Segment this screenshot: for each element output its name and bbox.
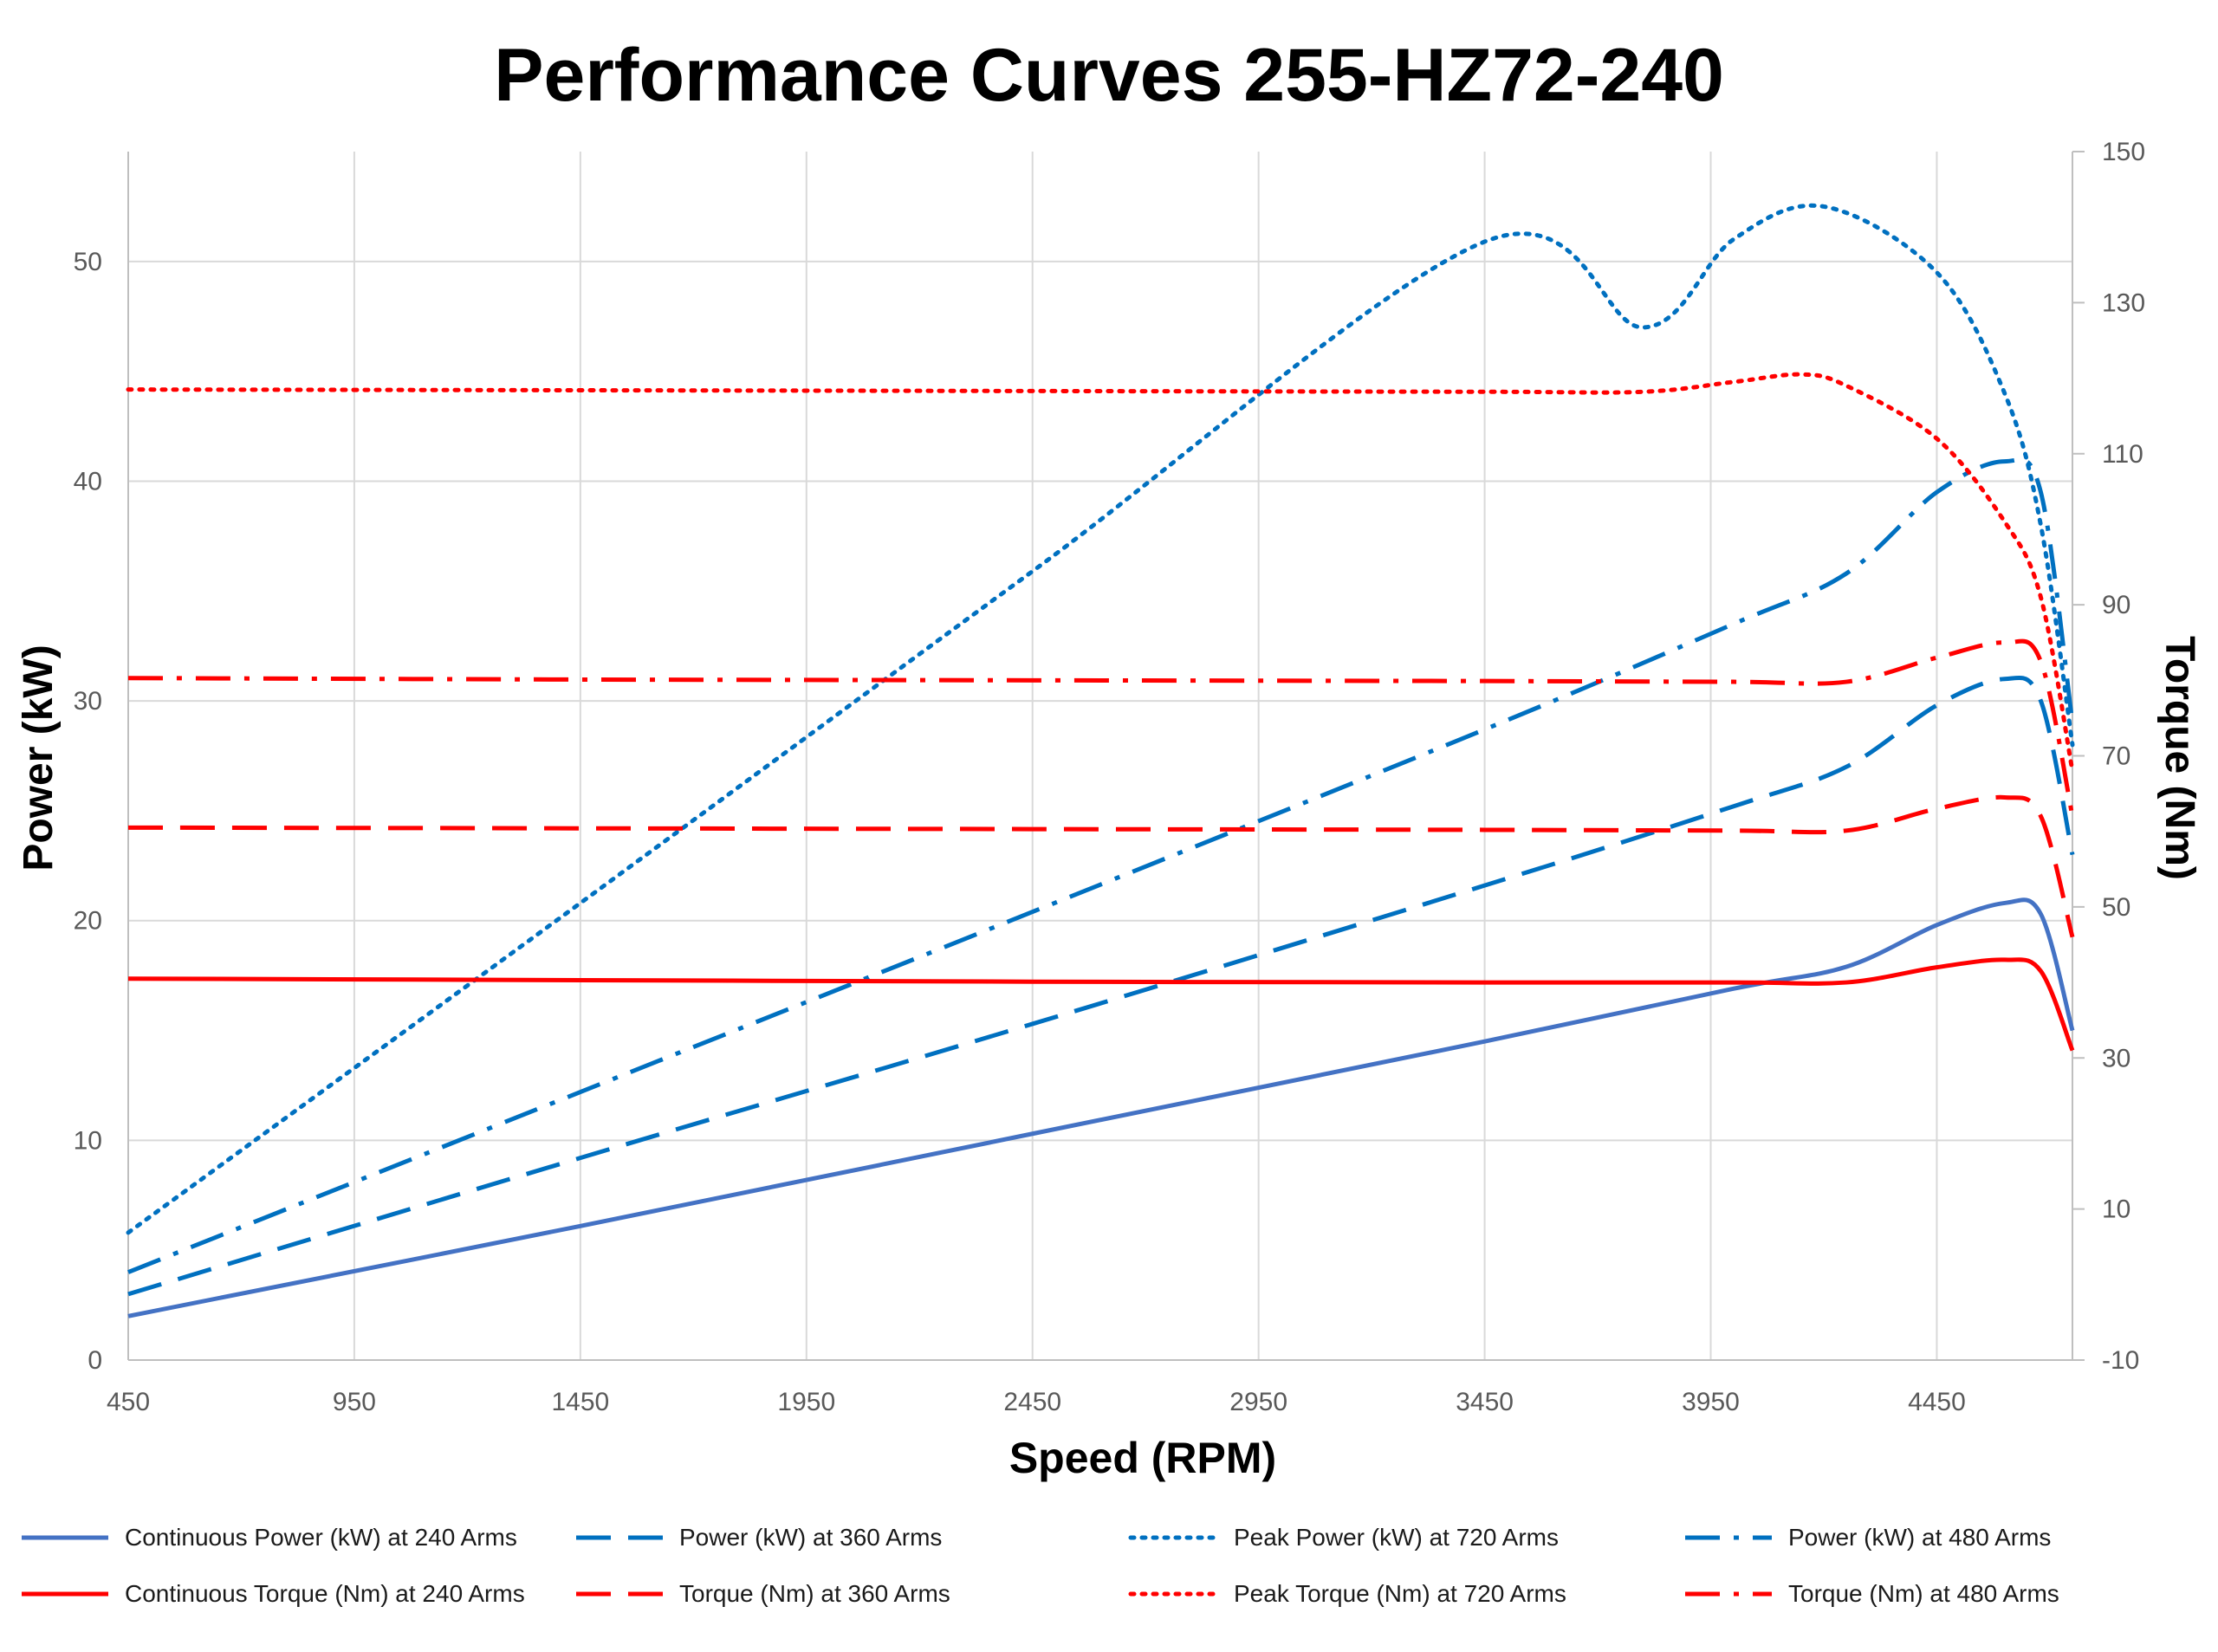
series-line-5	[127, 957, 2075, 1052]
legend-item: Power (kW) at 360 Arms	[572, 1516, 942, 1559]
legend-label: Continuous Power (kW) at 240 Arms	[125, 1524, 517, 1551]
legend-swatch	[576, 1535, 663, 1540]
x-axis-title: Speed (RPM)	[1009, 1434, 1276, 1482]
legend-item: Continuous Power (kW) at 240 Arms	[17, 1516, 517, 1559]
y-left-tick-label: 50	[74, 248, 102, 276]
y-right-tick-label: 30	[2102, 1044, 2130, 1072]
y-left-tick-label: 10	[74, 1126, 102, 1155]
series-line-7	[126, 372, 2075, 774]
y-right-tick-label: 70	[2102, 742, 2130, 771]
series-line-2	[127, 675, 2075, 1297]
legend-swatch	[1685, 1591, 1772, 1597]
legend-swatch	[576, 1591, 663, 1597]
axes: 450 950 1450 1950 2450 2950 3450 3950 4450 0 10 20 3…	[74, 138, 2145, 1416]
x-tick-label: 950	[333, 1388, 376, 1416]
series-lines	[126, 203, 2075, 1318]
legend-label: Continuous Torque (Nm) at 240 Arms	[125, 1580, 525, 1607]
series-line-4	[127, 457, 2075, 1274]
y-left-tick-label: 40	[74, 467, 102, 496]
y-axis-right-title: Torque (Nm)	[2156, 636, 2202, 880]
x-tick-label: 450	[107, 1388, 150, 1416]
y-right-tick-label: 110	[2102, 440, 2143, 469]
legend-swatch	[1685, 1535, 1772, 1540]
series-line-1	[127, 897, 2075, 1318]
grid	[127, 152, 2072, 1361]
legend-item: Torque (Nm) at 360 Arms	[572, 1572, 950, 1616]
y-right-tick-label: -10	[2102, 1346, 2139, 1375]
series-line-3	[126, 203, 2075, 1235]
y-left-tick-label: 20	[74, 907, 102, 936]
legend-item: Torque (Nm) at 480 Arms	[1681, 1572, 2059, 1616]
x-tick-label: 4450	[1908, 1388, 1966, 1416]
legend-swatch	[22, 1535, 108, 1540]
y-left-tick-label: 0	[88, 1346, 102, 1375]
x-tick-label: 1450	[551, 1388, 609, 1416]
x-tick-label: 2950	[1229, 1388, 1287, 1416]
legend-label: Power (kW) at 360 Arms	[679, 1524, 943, 1551]
legend-item: Peak Power (kW) at 720 Arms	[1126, 1516, 1559, 1559]
legend-swatch	[1128, 1535, 1220, 1540]
legend-label: Peak Torque (Nm) at 720 Arms	[1234, 1580, 1566, 1607]
legend-label: Torque (Nm) at 480 Arms	[1788, 1580, 2059, 1607]
x-tick-label: 3450	[1456, 1388, 1514, 1416]
y-right-tick-label: 10	[2102, 1195, 2130, 1224]
legend-item: Continuous Torque (Nm) at 240 Arms	[17, 1572, 525, 1616]
x-tick-label: 1950	[777, 1388, 835, 1416]
y-left-tick-label: 30	[74, 687, 102, 716]
legend-label: Power (kW) at 480 Arms	[1788, 1524, 2052, 1551]
legend-swatch	[1128, 1591, 1220, 1597]
legend-item: Power (kW) at 480 Arms	[1681, 1516, 2051, 1559]
legend-swatch	[22, 1591, 108, 1597]
y-axis-left-title: Power (kW)	[16, 645, 62, 871]
x-tick-label: 2450	[1003, 1388, 1061, 1416]
y-right-tick-label: 50	[2102, 893, 2130, 922]
chart-title: Performance Curves 255-HZ72-240	[494, 34, 1724, 117]
legend: Continuous Power (kW) at 240 Arms Power (…	[0, 1512, 2218, 1633]
x-tick-label: 3950	[1682, 1388, 1740, 1416]
legend-label: Torque (Nm) at 360 Arms	[679, 1580, 950, 1607]
series-line-6	[127, 794, 2075, 938]
y-right-tick-label: 90	[2102, 591, 2130, 619]
series-line-8	[127, 638, 2075, 817]
y-right-tick-label: 130	[2102, 288, 2145, 317]
legend-item: Peak Torque (Nm) at 720 Arms	[1126, 1572, 1566, 1616]
legend-label: Peak Power (kW) at 720 Arms	[1234, 1524, 1560, 1551]
y-right-tick-label: 150	[2102, 138, 2145, 166]
